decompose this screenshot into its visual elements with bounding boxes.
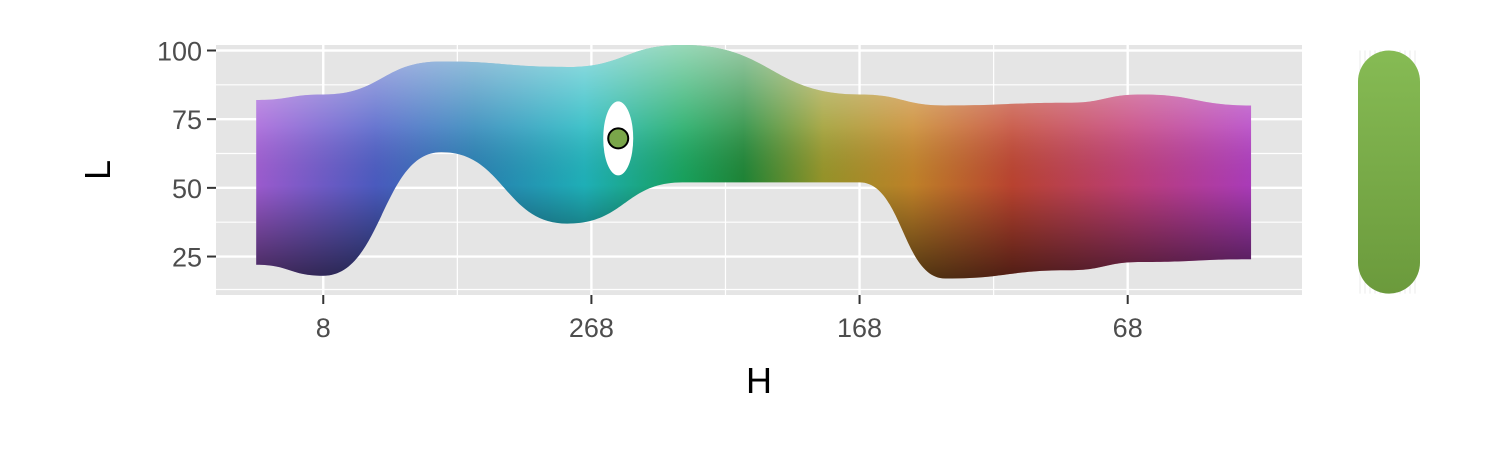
x-tick-label: 68 bbox=[1113, 313, 1143, 343]
x-tick-label: 268 bbox=[569, 313, 614, 343]
selected-color-layer bbox=[603, 101, 634, 176]
y-tick-label: 75 bbox=[172, 105, 202, 135]
y-tick-label: 50 bbox=[172, 174, 202, 204]
y-tick-label: 100 bbox=[157, 36, 202, 66]
axes: 25 50 75 100 8 268 168 68 bbox=[157, 36, 1143, 343]
selected-point bbox=[607, 127, 630, 150]
color-swatch-shape bbox=[1358, 50, 1420, 294]
x-axis-title: H bbox=[746, 360, 772, 401]
x-tick-label: 168 bbox=[837, 313, 882, 343]
x-tick-label: 8 bbox=[316, 313, 331, 343]
gamut-band-lightness bbox=[256, 45, 1252, 279]
gamut-area bbox=[256, 45, 1252, 279]
y-axis-title: L bbox=[77, 160, 118, 180]
color-swatch bbox=[1358, 50, 1420, 294]
y-tick-label: 25 bbox=[172, 243, 202, 273]
